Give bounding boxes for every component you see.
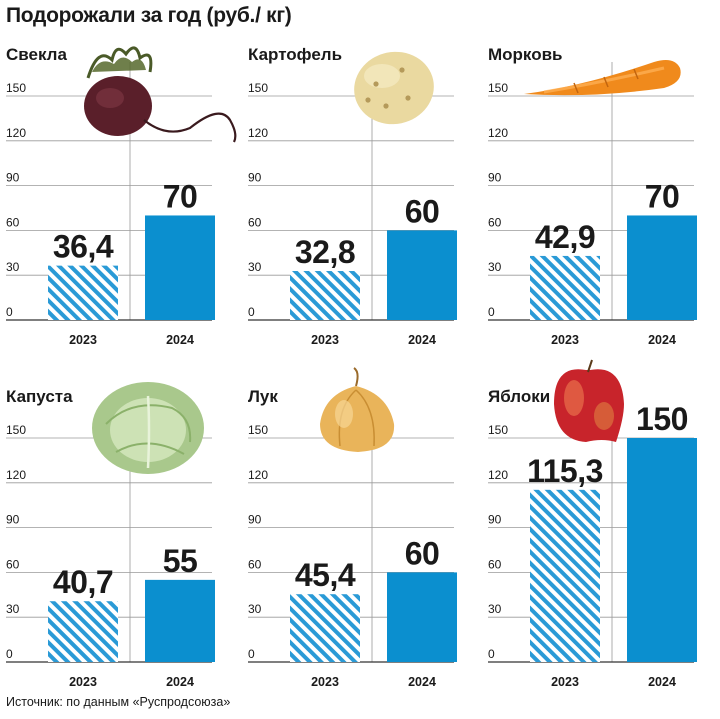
chart-panel-5: 0 30 60 90 120 150 Лук 45,4 2023 60 2024 bbox=[248, 367, 457, 689]
bar-2023 bbox=[48, 601, 118, 662]
y-tick-label: 90 bbox=[6, 171, 20, 185]
chart-panel-3: 0 30 60 90 120 150 Морковь 42,9 2023 70 2024 bbox=[488, 45, 697, 347]
y-tick-label: 0 bbox=[6, 647, 13, 661]
y-tick-label: 60 bbox=[488, 557, 502, 571]
bar-2023 bbox=[290, 594, 360, 662]
y-tick-label: 90 bbox=[488, 171, 502, 185]
x-tick-label: 2023 bbox=[69, 675, 97, 689]
chart-panel-1: 0 30 60 90 120 150 Свекла 36,4 2023 70 2024 bbox=[6, 45, 237, 347]
y-tick-label: 150 bbox=[6, 81, 26, 95]
x-tick-label: 2023 bbox=[311, 333, 339, 347]
x-tick-label: 2023 bbox=[311, 675, 339, 689]
bar-2024 bbox=[387, 230, 457, 320]
y-tick-label: 30 bbox=[248, 602, 262, 616]
y-tick-label: 90 bbox=[248, 171, 262, 185]
y-tick-label: 150 bbox=[488, 81, 508, 95]
bar-2024 bbox=[145, 579, 215, 662]
y-tick-label: 0 bbox=[488, 305, 495, 319]
y-tick-label: 150 bbox=[248, 81, 268, 95]
bar-2024 bbox=[627, 215, 697, 320]
data-label: 42,9 bbox=[535, 219, 595, 255]
x-tick-label: 2024 bbox=[166, 675, 194, 689]
chart-title: Картофель bbox=[248, 45, 342, 64]
y-tick-label: 150 bbox=[6, 423, 26, 437]
bar-2023 bbox=[290, 271, 360, 320]
y-tick-label: 60 bbox=[248, 557, 262, 571]
y-tick-label: 60 bbox=[6, 557, 20, 571]
bar-2024 bbox=[627, 438, 697, 662]
x-tick-label: 2023 bbox=[551, 333, 579, 347]
y-tick-label: 90 bbox=[248, 513, 262, 527]
y-tick-label: 0 bbox=[6, 305, 13, 319]
y-tick-label: 120 bbox=[6, 126, 26, 140]
bar-2023 bbox=[48, 265, 118, 320]
x-tick-label: 2023 bbox=[551, 675, 579, 689]
source-note: Источник: по данным «Руспродсоюза» bbox=[6, 695, 231, 709]
x-tick-label: 2024 bbox=[408, 675, 436, 689]
bar-2023 bbox=[530, 255, 600, 320]
chart-title: Морковь bbox=[488, 45, 563, 64]
data-label: 45,4 bbox=[295, 557, 356, 593]
bar-2024 bbox=[387, 572, 457, 662]
chart-title: Лук bbox=[248, 387, 278, 406]
y-tick-label: 0 bbox=[248, 305, 255, 319]
data-label: 115,3 bbox=[527, 453, 603, 489]
y-tick-label: 60 bbox=[248, 215, 262, 229]
x-tick-label: 2024 bbox=[648, 675, 676, 689]
potato-icon bbox=[354, 51, 434, 125]
x-tick-label: 2024 bbox=[166, 333, 194, 347]
y-tick-label: 60 bbox=[488, 215, 502, 229]
y-tick-label: 120 bbox=[248, 468, 268, 482]
data-label: 70 bbox=[645, 178, 680, 214]
chart-panel-6: 0 30 60 90 120 150 Яблоки 115,3 2023 150 2024 bbox=[488, 359, 697, 689]
y-tick-label: 30 bbox=[6, 260, 20, 274]
data-label: 55 bbox=[163, 543, 198, 579]
y-tick-label: 120 bbox=[248, 126, 268, 140]
x-tick-label: 2024 bbox=[408, 333, 436, 347]
y-tick-label: 0 bbox=[248, 647, 255, 661]
data-label: 40,7 bbox=[53, 564, 113, 600]
y-tick-label: 120 bbox=[6, 468, 26, 482]
y-tick-label: 150 bbox=[248, 423, 268, 437]
chart-title: Яблоки bbox=[488, 387, 550, 406]
y-tick-label: 30 bbox=[248, 260, 262, 274]
chart-panel-4: 0 30 60 90 120 150 Капуста 40,7 2023 55 2024 bbox=[6, 382, 215, 689]
chart-title: Свекла bbox=[6, 45, 67, 64]
y-tick-label: 30 bbox=[6, 602, 20, 616]
chart-panel-2: 0 30 60 90 120 150 Картофель 32,8 2023 60 2024 bbox=[248, 45, 457, 347]
data-label: 32,8 bbox=[295, 234, 355, 270]
bar-2024 bbox=[145, 215, 215, 320]
apple-icon bbox=[554, 359, 624, 442]
onion-icon bbox=[320, 367, 395, 452]
page-title: Подорожали за год (руб./ кг) bbox=[6, 4, 292, 27]
data-label: 70 bbox=[163, 178, 198, 214]
carrot-icon bbox=[524, 60, 681, 96]
chart-title: Капуста bbox=[6, 387, 73, 406]
y-tick-label: 30 bbox=[488, 602, 502, 616]
y-tick-label: 60 bbox=[6, 215, 20, 229]
y-tick-label: 150 bbox=[488, 423, 508, 437]
data-label: 36,4 bbox=[53, 229, 114, 265]
y-tick-label: 0 bbox=[488, 647, 495, 661]
y-tick-label: 30 bbox=[488, 260, 502, 274]
x-tick-label: 2024 bbox=[648, 333, 676, 347]
y-tick-label: 90 bbox=[6, 513, 20, 527]
y-tick-label: 120 bbox=[488, 126, 508, 140]
cabbage-icon bbox=[92, 382, 204, 474]
bar-2023 bbox=[530, 489, 600, 662]
y-tick-label: 120 bbox=[488, 468, 508, 482]
data-label: 60 bbox=[405, 193, 440, 229]
beet-icon bbox=[84, 46, 237, 143]
x-tick-label: 2023 bbox=[69, 333, 97, 347]
data-label: 60 bbox=[405, 535, 440, 571]
y-tick-label: 90 bbox=[488, 513, 502, 527]
data-label: 150 bbox=[636, 401, 688, 437]
